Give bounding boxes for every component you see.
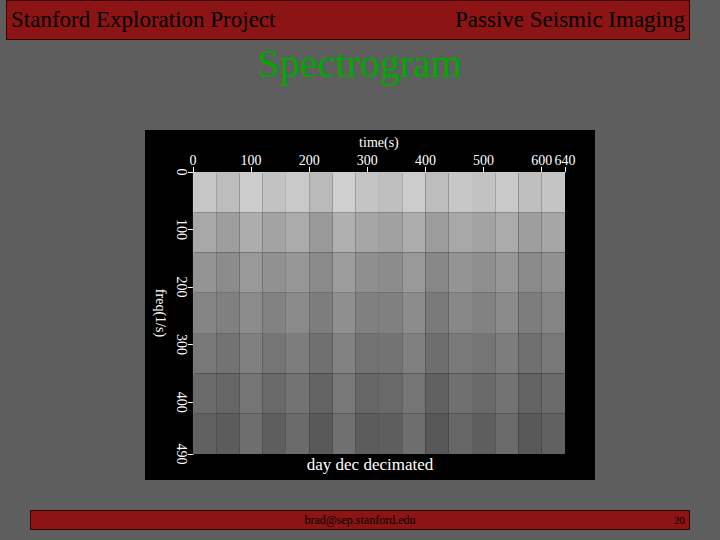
svg-text:100: 100 [241,153,262,168]
svg-text:400: 400 [415,153,436,168]
svg-text:300: 300 [174,334,189,355]
html-text:Passive Seismic Imaging: Passive Seismic Imaging [455,7,685,32]
svg-text:300: 300 [357,153,378,168]
html-text:Spectrogram: Spectrogram [257,41,463,86]
html-text:20: 20 [674,514,685,526]
svg-text:day dec decimated: day dec decimated [307,455,434,474]
svg-text:200: 200 [299,153,320,168]
svg-text:400: 400 [174,392,189,413]
svg-text:time(s): time(s) [359,135,399,151]
svg-text:500: 500 [473,153,494,168]
svg-text:0: 0 [189,153,196,168]
svg-text:freq(1/s): freq(1/s) [152,289,168,338]
svg-text:200: 200 [174,277,189,298]
svg-text:640: 640 [555,153,576,168]
svg-text:100: 100 [174,219,189,240]
html-text:brad@sep.stanford.edu: brad@sep.stanford.edu [304,513,416,527]
html-text:Stanford Exploration Project: Stanford Exploration Project [11,7,276,32]
svg-text:600: 600 [531,153,552,168]
svg-text:0: 0 [174,168,189,175]
svg-text:490: 490 [174,444,189,465]
